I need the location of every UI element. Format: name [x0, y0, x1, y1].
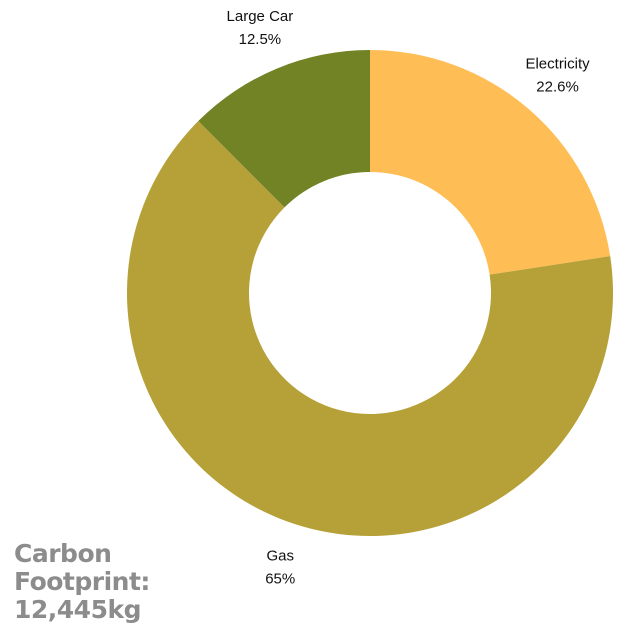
footprint-line-1: Carbon	[14, 539, 112, 568]
slice-label-electricity: Electricity	[525, 55, 590, 72]
carbon-footprint-total: Carbon Footprint: 12,445kg	[14, 540, 150, 624]
footprint-line-2: Footprint:	[14, 567, 150, 596]
slice-gas[interactable]	[127, 121, 613, 537]
slice-label-gas: Gas	[266, 548, 294, 565]
slice-value-large-car: 12.5%	[239, 31, 282, 48]
footprint-line-3: 12,445kg	[14, 595, 141, 624]
slice-large-car[interactable]	[198, 49, 370, 208]
slice-value-gas: 65%	[265, 571, 295, 588]
labels-group: Electricity 22.6% Gas 65% Large Car 12.5%	[227, 8, 591, 588]
slice-value-electricity: 22.6%	[536, 78, 579, 95]
slice-electricity[interactable]	[370, 50, 611, 275]
slices-group	[127, 49, 613, 537]
slice-label-large-car: Large Car	[227, 8, 294, 25]
